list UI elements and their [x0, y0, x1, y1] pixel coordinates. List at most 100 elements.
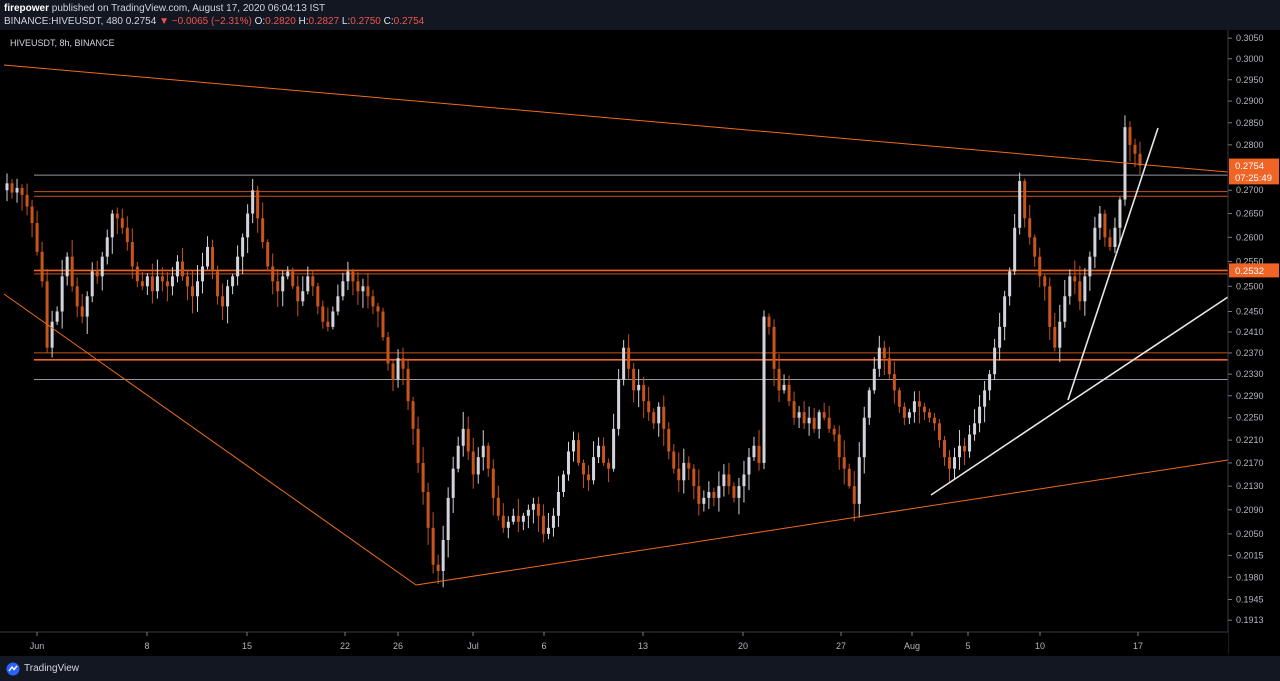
- candle[interactable]: [582, 459, 586, 489]
- candle[interactable]: [401, 347, 405, 385]
- candle[interactable]: [170, 267, 174, 296]
- candle[interactable]: [667, 422, 671, 460]
- candle[interactable]: [787, 375, 791, 407]
- candle[interactable]: [1133, 138, 1137, 168]
- candle[interactable]: [140, 272, 144, 291]
- candle[interactable]: [531, 497, 535, 524]
- candle[interactable]: [1003, 290, 1007, 341]
- candle[interactable]: [216, 265, 220, 305]
- candle[interactable]: [266, 239, 270, 272]
- candle[interactable]: [441, 525, 445, 588]
- candle[interactable]: [1073, 260, 1077, 295]
- candle[interactable]: [1038, 247, 1042, 288]
- candle[interactable]: [592, 441, 596, 485]
- trendline-2[interactable]: [415, 459, 1229, 586]
- candle[interactable]: [687, 456, 691, 480]
- candle[interactable]: [361, 278, 365, 308]
- candle[interactable]: [466, 416, 470, 460]
- candle[interactable]: [446, 487, 450, 558]
- candle[interactable]: [1018, 172, 1022, 235]
- candle[interactable]: [767, 313, 771, 335]
- candle[interactable]: [988, 370, 992, 401]
- candle[interactable]: [90, 262, 94, 303]
- candle[interactable]: [551, 508, 555, 537]
- candle[interactable]: [867, 387, 871, 425]
- candle[interactable]: [732, 482, 736, 503]
- candle[interactable]: [802, 401, 806, 430]
- candle[interactable]: [100, 251, 104, 291]
- candle[interactable]: [1098, 205, 1102, 240]
- candle[interactable]: [632, 362, 636, 403]
- candle[interactable]: [968, 425, 972, 458]
- candle[interactable]: [291, 267, 295, 290]
- candle[interactable]: [998, 312, 1002, 361]
- candle[interactable]: [561, 470, 565, 497]
- candle[interactable]: [973, 409, 977, 441]
- candle[interactable]: [160, 267, 164, 292]
- candle[interactable]: [135, 261, 139, 288]
- candle[interactable]: [852, 471, 856, 522]
- candle[interactable]: [566, 441, 570, 481]
- candle[interactable]: [892, 361, 896, 404]
- candle[interactable]: [521, 512, 525, 531]
- candle[interactable]: [1128, 121, 1132, 162]
- candle[interactable]: [712, 487, 716, 507]
- candle[interactable]: [627, 334, 631, 379]
- candle[interactable]: [526, 504, 530, 529]
- candle[interactable]: [556, 476, 560, 527]
- candle[interactable]: [887, 346, 891, 379]
- candle[interactable]: [165, 272, 169, 302]
- candle[interactable]: [60, 259, 64, 329]
- candle[interactable]: [421, 446, 425, 505]
- candle[interactable]: [777, 354, 781, 403]
- candle[interactable]: [346, 261, 350, 291]
- candle[interactable]: [105, 229, 109, 265]
- candle[interactable]: [1113, 217, 1117, 254]
- candle[interactable]: [682, 448, 686, 494]
- candle[interactable]: [155, 259, 159, 299]
- candle[interactable]: [877, 335, 881, 377]
- candle[interactable]: [978, 395, 982, 433]
- candle[interactable]: [772, 319, 776, 387]
- candle[interactable]: [286, 266, 290, 280]
- candle[interactable]: [381, 307, 385, 341]
- candle[interactable]: [722, 464, 726, 497]
- candle[interactable]: [541, 504, 545, 543]
- candle[interactable]: [662, 395, 666, 446]
- candle[interactable]: [672, 444, 676, 474]
- candle[interactable]: [256, 185, 260, 233]
- candle[interactable]: [50, 310, 54, 358]
- candle[interactable]: [261, 202, 265, 249]
- candle[interactable]: [571, 431, 576, 462]
- candle[interactable]: [25, 183, 29, 216]
- candle[interactable]: [1043, 273, 1047, 301]
- candle[interactable]: [1103, 209, 1107, 247]
- candle[interactable]: [647, 386, 651, 421]
- candle[interactable]: [832, 425, 836, 442]
- candle[interactable]: [336, 284, 340, 316]
- candle[interactable]: [697, 469, 701, 516]
- candle[interactable]: [196, 265, 200, 312]
- price-badge[interactable]: [1229, 263, 1279, 278]
- candle[interactable]: [296, 275, 300, 317]
- candle[interactable]: [993, 338, 997, 381]
- candle[interactable]: [812, 407, 816, 433]
- candle[interactable]: [707, 481, 711, 509]
- candle[interactable]: [241, 233, 245, 275]
- candle[interactable]: [1123, 115, 1127, 206]
- candle[interactable]: [391, 360, 395, 392]
- candle[interactable]: [120, 208, 124, 234]
- candle[interactable]: [356, 272, 360, 305]
- candle[interactable]: [937, 419, 941, 448]
- candle[interactable]: [1023, 178, 1027, 228]
- candle[interactable]: [180, 248, 184, 281]
- candle[interactable]: [371, 289, 375, 315]
- candle[interactable]: [757, 430, 761, 471]
- candle[interactable]: [872, 357, 876, 394]
- candle[interactable]: [1068, 269, 1072, 305]
- candle[interactable]: [431, 512, 435, 574]
- candle[interactable]: [1078, 265, 1082, 311]
- candle[interactable]: [20, 184, 24, 211]
- candle[interactable]: [125, 216, 129, 251]
- candle[interactable]: [792, 391, 796, 425]
